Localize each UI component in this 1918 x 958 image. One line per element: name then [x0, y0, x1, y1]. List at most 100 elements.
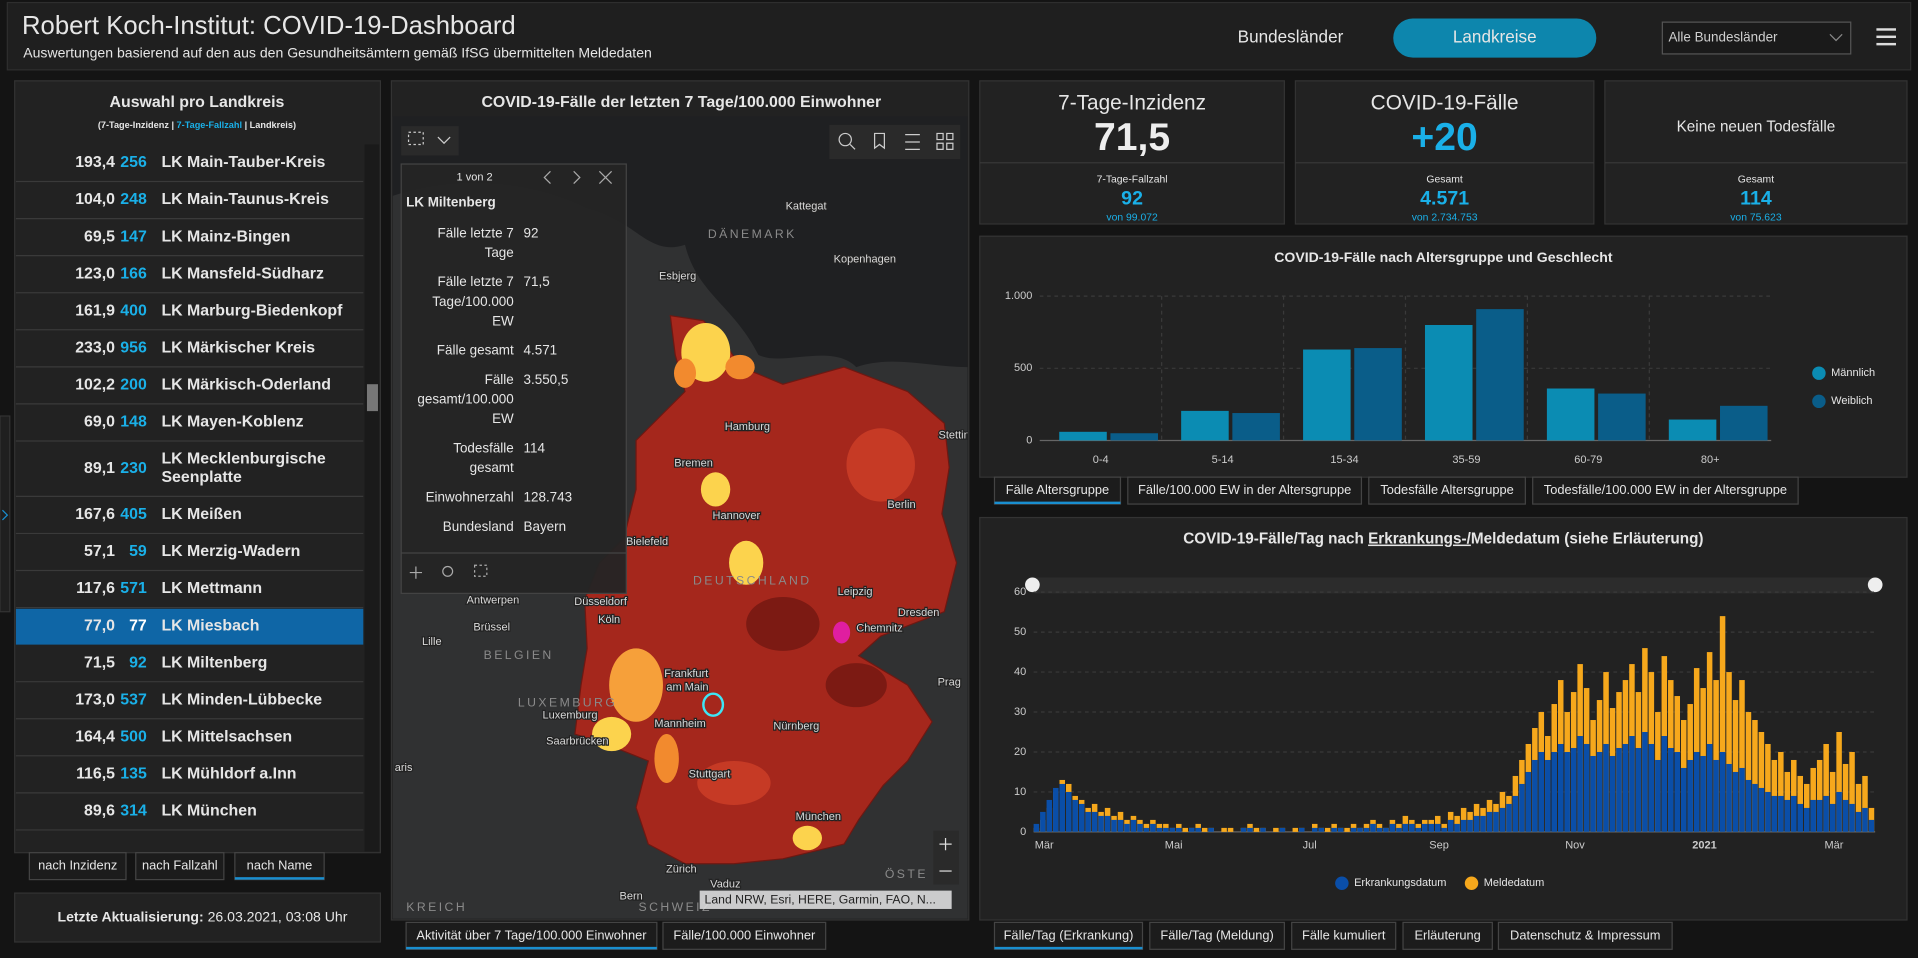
- bar[interactable]: [1603, 743, 1609, 832]
- bar[interactable]: [1836, 791, 1842, 832]
- row-incidence[interactable]: 123,0: [75, 265, 115, 282]
- tab-button[interactable]: [1402, 921, 1493, 950]
- row-count[interactable]: 314: [120, 803, 147, 820]
- row-incidence[interactable]: 89,1: [84, 460, 115, 477]
- bar[interactable]: [1311, 827, 1318, 832]
- district-high[interactable]: [746, 597, 820, 651]
- bar[interactable]: [1778, 795, 1784, 832]
- district-low[interactable]: [792, 825, 822, 851]
- row-incidence[interactable]: 89,6: [84, 803, 115, 820]
- bar[interactable]: [1506, 803, 1512, 832]
- row-name[interactable]: LK Mansfeld-Südharz: [161, 265, 323, 282]
- bar[interactable]: [1732, 700, 1739, 832]
- row-name[interactable]: LK Mainz-Bingen: [161, 228, 290, 245]
- bar[interactable]: [1687, 759, 1693, 832]
- tab-label[interactable]: Aktivität über 7 Tage/100.000 Einwohner: [416, 927, 647, 942]
- row-incidence[interactable]: 161,9: [75, 302, 115, 319]
- row-name[interactable]: LK Mühldorf a.Inn: [161, 766, 296, 783]
- row-name[interactable]: LK Märkisch-Oderland: [161, 377, 331, 394]
- bar[interactable]: [1480, 815, 1486, 832]
- bar[interactable]: [1065, 791, 1072, 832]
- tab-button[interactable]: [405, 921, 658, 950]
- bar[interactable]: [1719, 751, 1726, 832]
- row-name[interactable]: LK Minden-Lübbecke: [161, 691, 322, 708]
- row-name[interactable]: LK Meißen: [161, 506, 241, 523]
- district-mid[interactable]: [673, 358, 697, 388]
- search-icon[interactable]: [838, 132, 852, 147]
- bar[interactable]: [1706, 652, 1713, 832]
- bar[interactable]: [1447, 819, 1454, 832]
- bar[interactable]: [1240, 827, 1247, 832]
- row-incidence[interactable]: 233,0: [75, 340, 115, 357]
- bar[interactable]: [1176, 827, 1182, 832]
- select-tool[interactable]: [401, 126, 459, 156]
- bar[interactable]: [1046, 799, 1053, 832]
- bar[interactable]: [1680, 767, 1687, 832]
- row-count[interactable]: 405: [120, 506, 147, 523]
- bar[interactable]: [1354, 348, 1402, 441]
- bar[interactable]: [1713, 759, 1719, 832]
- bar[interactable]: [1720, 405, 1768, 441]
- bar[interactable]: [1745, 712, 1752, 832]
- bar[interactable]: [1441, 827, 1447, 832]
- bar[interactable]: [1577, 735, 1583, 832]
- header-tab[interactable]: Landkreise: [1453, 28, 1537, 47]
- bar[interactable]: [1583, 743, 1590, 832]
- bar[interactable]: [1778, 751, 1784, 832]
- bar[interactable]: [1273, 827, 1279, 832]
- tab-button[interactable]: [1497, 921, 1673, 950]
- state-dropdown[interactable]: [1661, 21, 1852, 55]
- bookmark-icon[interactable]: [873, 132, 885, 150]
- tab-button[interactable]: [662, 921, 827, 950]
- bar[interactable]: [1415, 827, 1422, 832]
- bar[interactable]: [1791, 795, 1797, 832]
- bar[interactable]: [1829, 771, 1836, 832]
- row-count[interactable]: 256: [120, 154, 147, 171]
- district-mid-high[interactable]: [846, 428, 915, 502]
- bar[interactable]: [1033, 823, 1040, 832]
- bar[interactable]: [1797, 775, 1804, 832]
- bar[interactable]: [1784, 799, 1791, 832]
- bar[interactable]: [1849, 751, 1855, 832]
- bar[interactable]: [1545, 759, 1551, 832]
- row-count[interactable]: 148: [120, 414, 147, 431]
- popup-nav-icons[interactable]: [543, 170, 613, 185]
- bar[interactable]: [1124, 823, 1130, 832]
- bar[interactable]: [1137, 823, 1143, 832]
- bar[interactable]: [1163, 827, 1169, 832]
- bar[interactable]: [1609, 755, 1616, 832]
- bar[interactable]: [1460, 819, 1467, 832]
- bar[interactable]: [1208, 827, 1214, 832]
- bar[interactable]: [1745, 779, 1752, 832]
- bar[interactable]: [1849, 803, 1855, 832]
- district-mid-high[interactable]: [697, 760, 771, 805]
- bar[interactable]: [1078, 803, 1085, 832]
- tab-button[interactable]: [135, 852, 225, 881]
- bar[interactable]: [1668, 419, 1717, 441]
- selected-district[interactable]: [702, 692, 725, 717]
- tab-button[interactable]: [1127, 476, 1363, 505]
- bar[interactable]: [1409, 823, 1415, 832]
- bar[interactable]: [1299, 827, 1305, 832]
- bar[interactable]: [1476, 309, 1524, 441]
- dropdown-text[interactable]: Alle Bundesländer: [1668, 30, 1778, 45]
- row-name[interactable]: LK Märkischer Kreis: [161, 340, 315, 357]
- bar[interactable]: [1169, 827, 1176, 832]
- bar[interactable]: [1816, 759, 1823, 832]
- tab-button[interactable]: [993, 476, 1122, 505]
- bar[interactable]: [1493, 811, 1499, 832]
- row-incidence[interactable]: 167,6: [75, 506, 115, 523]
- bar[interactable]: [1668, 747, 1674, 832]
- bar[interactable]: [1557, 743, 1564, 832]
- row-name[interactable]: LK Marburg-Biedenkopf: [161, 302, 343, 319]
- district-low[interactable]: [592, 716, 632, 752]
- bar[interactable]: [1752, 783, 1758, 832]
- district-low[interactable]: [700, 472, 731, 507]
- district-high[interactable]: [825, 663, 887, 708]
- tab-button[interactable]: [1532, 476, 1799, 505]
- bar[interactable]: [1829, 803, 1836, 832]
- popup-pan-icon[interactable]: [409, 566, 423, 579]
- row-name[interactable]: Seenplatte: [161, 469, 242, 486]
- bar[interactable]: [1519, 783, 1525, 832]
- row-count[interactable]: 956: [120, 340, 147, 357]
